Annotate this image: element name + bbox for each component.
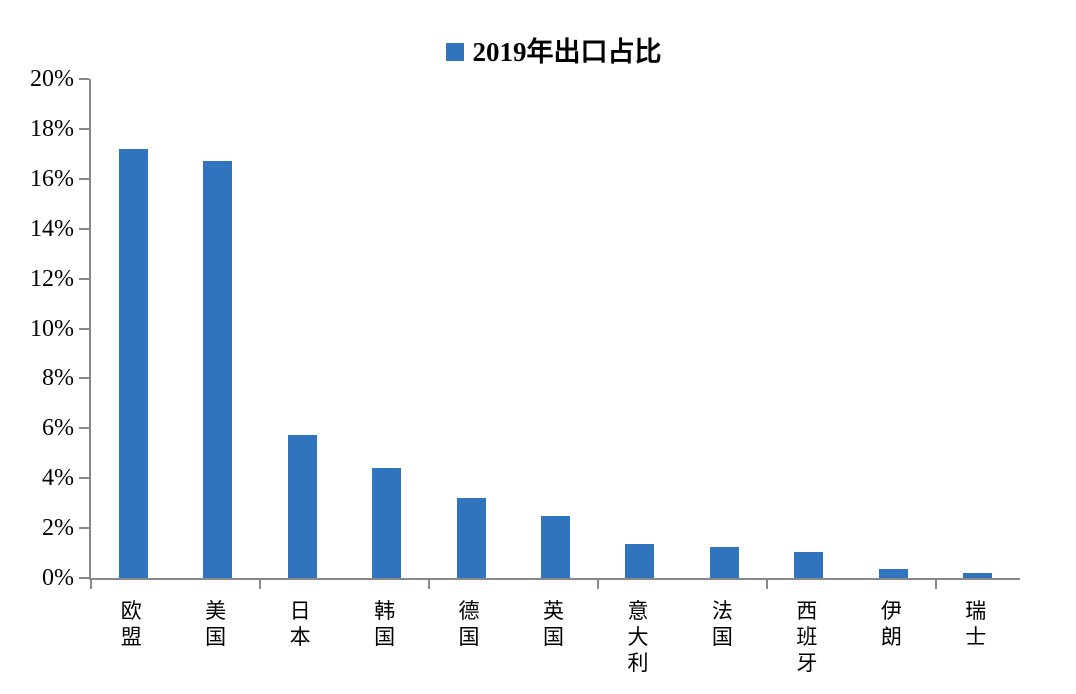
- y-axis-tick-label: 18%: [30, 115, 74, 142]
- y-tick-mark: [79, 327, 89, 330]
- y-tick-mark: [79, 527, 89, 530]
- y-tick-mark: [79, 227, 89, 230]
- bar-英国: [541, 515, 570, 578]
- x-axis-label: 日 本: [289, 599, 311, 649]
- chart-legend: 2019年出口占比: [89, 34, 1018, 70]
- bar-欧盟: [118, 148, 148, 578]
- x-axis-label: 欧 盟: [120, 599, 142, 649]
- y-tick-mark: [79, 477, 89, 480]
- bar-伊朗: [878, 569, 908, 578]
- x-tick-mark: [934, 580, 937, 589]
- y-tick-mark: [79, 377, 89, 380]
- x-axis-label: 意 大 利: [627, 599, 649, 675]
- bar-意大利: [625, 544, 655, 578]
- bar-韩国: [372, 468, 402, 578]
- y-axis-tick-label: 16%: [30, 165, 74, 192]
- x-tick-mark: [427, 580, 430, 589]
- y-axis-tick-label: 14%: [30, 215, 74, 242]
- x-axis-label: 英 国: [543, 599, 564, 649]
- y-tick-mark: [79, 78, 89, 80]
- x-axis-label: 瑞 士: [965, 599, 987, 649]
- y-axis-tick-label: 2%: [42, 515, 74, 542]
- y-tick-mark: [79, 427, 89, 430]
- y-axis-tick-label: 10%: [30, 315, 74, 342]
- bar-德国: [456, 498, 486, 578]
- y-axis-tick-label: 20%: [30, 66, 74, 92]
- y-axis-tick-label: 4%: [42, 465, 74, 492]
- x-tick-mark: [765, 580, 768, 589]
- plot-area: [79, 78, 1020, 589]
- y-axis-tick-label: 6%: [42, 415, 74, 442]
- y-axis-labels: 0% 2% 4% 6% 8% 10% 12% 14% 16% 18% 20%: [0, 66, 74, 591]
- legend-label: 2019年出口占比: [472, 36, 662, 67]
- x-tick-mark: [596, 580, 599, 589]
- bar-美国: [203, 161, 233, 578]
- x-axis-label: 西 班 牙: [796, 599, 818, 675]
- y-tick-mark: [79, 577, 89, 579]
- y-tick-mark: [79, 177, 89, 180]
- y-axis-tick-label: 12%: [30, 265, 74, 292]
- legend-color-swatch: [445, 43, 464, 61]
- y-axis-tick-label: 8%: [42, 365, 74, 392]
- x-axis-label: 德 国: [458, 599, 480, 649]
- bar-日本: [287, 434, 317, 578]
- x-axis-label: 法 国: [711, 599, 733, 649]
- x-tick-mark: [90, 580, 92, 589]
- y-axis-tick-label: 0%: [42, 565, 74, 591]
- y-tick-mark: [79, 277, 89, 280]
- x-axis-label: 美 国: [205, 599, 227, 649]
- bar-法国: [709, 546, 739, 578]
- x-axis-labels: 欧 盟美 国日 本韩 国德 国英 国意 大 利法 国西 班 牙伊 朗瑞 士: [89, 598, 1018, 688]
- x-tick-mark: [258, 580, 261, 589]
- bar-西班牙: [794, 551, 824, 578]
- bar-瑞士: [963, 573, 993, 578]
- x-axis-label: 韩 国: [374, 599, 396, 649]
- x-axis-label: 伊 朗: [880, 599, 902, 649]
- y-tick-mark: [79, 127, 89, 130]
